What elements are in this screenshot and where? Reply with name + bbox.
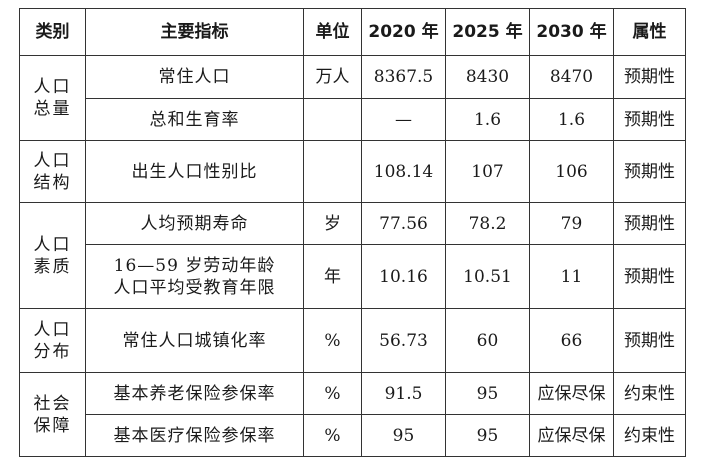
attribute-cell: 预期性 (613, 308, 686, 373)
header-row: 类别 主要指标 单位 2020 年 2025 年 2030 年 属性 (19, 8, 686, 56)
value-2025-cell: 1.6 (445, 98, 530, 141)
table-row: 16—59 岁劳动年龄 人口平均受教育年限 年 10.16 10.51 11 预… (20, 244, 686, 309)
value-2020-cell: 77.56 (361, 202, 446, 245)
value-2030-cell: 106 (529, 140, 614, 203)
value-2020-cell: 91.5 (361, 372, 446, 415)
value-2030-cell: 应保尽保 (529, 414, 614, 457)
indicator-line: 人口平均受教育年限 (113, 277, 276, 298)
attribute-cell: 约束性 (613, 414, 686, 457)
table-row: 人口 总量 常住人口 万人 8367.5 8430 8470 预期性 (19, 55, 686, 141)
table-row: 社会 保障 基本养老保险参保率 % 91.5 95 应保尽保 约束性 (19, 372, 686, 457)
attribute-cell: 预期性 (613, 55, 686, 99)
unit-cell (303, 140, 362, 203)
unit-cell: 年 (303, 244, 362, 309)
header-2020: 2020 年 (361, 8, 446, 56)
value-2030-cell: 8470 (529, 55, 614, 99)
header-2025: 2025 年 (445, 8, 530, 56)
indicator-line: 16—59 岁劳动年龄 (113, 255, 276, 276)
category-line: 结构 (33, 172, 72, 193)
attribute-cell: 预期性 (613, 98, 686, 141)
value-2030-cell: 1.6 (529, 98, 614, 141)
unit-cell (303, 98, 362, 141)
category-line: 总量 (33, 99, 72, 119)
category-line: 素质 (33, 256, 72, 277)
attribute-cell: 预期性 (613, 140, 686, 203)
indicator-cell: 出生人口性别比 (85, 140, 304, 203)
value-2025-cell: 107 (445, 140, 530, 203)
value-2030-cell: 66 (529, 308, 614, 373)
population-indicators-table: 类别 主要指标 单位 2020 年 2025 年 2030 年 属性 人口 总量… (19, 8, 686, 457)
category-line: 社会 (33, 393, 72, 414)
attribute-cell: 预期性 (613, 244, 686, 309)
value-2025-cell: 95 (445, 414, 530, 457)
indicator-cell: 总和生育率 (85, 98, 304, 141)
category-cell: 社会 保障 (19, 372, 86, 457)
category-line: 分布 (33, 341, 72, 362)
indicator-cell: 基本医疗保险参保率 (85, 414, 304, 457)
header-unit: 单位 (303, 8, 362, 56)
table-row: 基本医疗保险参保率 % 95 95 应保尽保 约束性 (20, 414, 686, 457)
header-indicator: 主要指标 (85, 8, 304, 56)
category-line: 人口 (33, 319, 72, 340)
value-2025-cell: 95 (445, 372, 530, 415)
value-2025-cell: 78.2 (445, 202, 530, 245)
value-2020-cell: — (361, 98, 446, 141)
value-2030-cell: 11 (529, 244, 614, 309)
unit-cell: % (303, 414, 362, 457)
indicator-cell: 基本养老保险参保率 (85, 372, 304, 415)
value-2030-cell: 应保尽保 (529, 372, 614, 415)
indicator-cell: 常住人口 (85, 55, 304, 99)
category-cell: 人口 总量 (19, 55, 86, 141)
value-2025-cell: 10.51 (445, 244, 530, 309)
value-2020-cell: 108.14 (361, 140, 446, 203)
value-2025-cell: 60 (445, 308, 530, 373)
indicator-cell: 常住人口城镇化率 (85, 308, 304, 373)
unit-cell: % (303, 372, 362, 415)
header-category: 类别 (19, 8, 86, 56)
category-line: 人口 (33, 234, 72, 255)
table-row: 总和生育率 — 1.6 1.6 预期性 (20, 98, 686, 141)
value-2020-cell: 95 (361, 414, 446, 457)
category-line: 人口 (33, 150, 72, 171)
unit-cell: % (303, 308, 362, 373)
attribute-cell: 约束性 (613, 372, 686, 415)
unit-cell: 岁 (303, 202, 362, 245)
category-cell: 人口 素质 (19, 202, 86, 309)
value-2020-cell: 10.16 (361, 244, 446, 309)
header-attribute: 属性 (613, 8, 686, 56)
attribute-cell: 预期性 (613, 202, 686, 245)
value-2020-cell: 56.73 (361, 308, 446, 373)
table-row: 人口 分布 常住人口城镇化率 % 56.73 60 66 预期性 (19, 308, 686, 373)
category-line: 保障 (33, 415, 72, 436)
value-2030-cell: 79 (529, 202, 614, 245)
category-cell: 人口 结构 (19, 140, 86, 203)
unit-cell: 万人 (303, 55, 362, 99)
value-2020-cell: 8367.5 (361, 55, 446, 99)
table-row: 人口 素质 人均预期寿命 岁 77.56 78.2 79 预期性 (19, 202, 686, 309)
table-row: 人口 结构 出生人口性别比 108.14 107 106 预期性 (19, 140, 686, 203)
indicator-cell: 16—59 岁劳动年龄 人口平均受教育年限 (85, 244, 304, 309)
category-cell: 人口 分布 (19, 308, 86, 373)
header-2030: 2030 年 (529, 8, 614, 56)
value-2025-cell: 8430 (445, 55, 530, 99)
indicator-cell: 人均预期寿命 (85, 202, 304, 245)
category-line: 人口 (33, 77, 72, 97)
